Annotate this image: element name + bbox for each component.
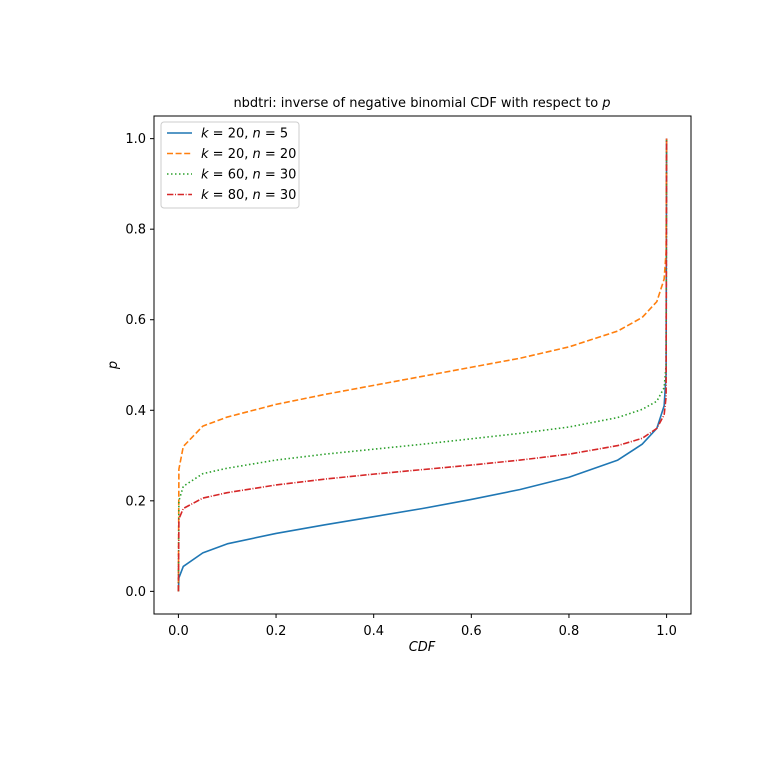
legend-label-3: k = 60, n = 30: [201, 168, 296, 183]
x-tick-label: 0.6: [461, 624, 482, 639]
y-tick-label: 0.8: [125, 223, 146, 238]
legend: k = 20, n = 5 k = 20, n = 20 k = 60, n = 3…: [160, 121, 300, 209]
legend-entries: k = 20, n = 5 k = 20, n = 20 k = 60, n = 3…: [167, 127, 296, 203]
series-layer: [177, 138, 668, 592]
y-axis: 0.0 0.2 0.4 0.6 0.8 1.0: [125, 132, 154, 600]
x-tick-label: 0.2: [266, 624, 287, 639]
y-tick-label: 1.0: [125, 132, 146, 147]
chart-title-main: nbdtri: inverse of negative binomial CDF…: [233, 96, 598, 111]
chart-title: nbdtri: inverse of negative binomial CDF…: [233, 96, 610, 111]
x-tick-label: 0.8: [559, 624, 580, 639]
series-line-1: [177, 138, 668, 592]
y-axis-label: p: [106, 361, 121, 370]
x-tick-label: 0.4: [363, 624, 384, 639]
chart-title-variable: p: [601, 96, 610, 111]
x-tick-label: 1.0: [656, 624, 677, 639]
y-tick-label: 0.6: [125, 313, 146, 328]
y-tick-label: 0.4: [125, 404, 146, 419]
axes-frame: [153, 115, 692, 615]
legend-label-1: k = 20, n = 5: [201, 127, 288, 142]
y-tick-label: 0.2: [125, 494, 146, 509]
series-line-2: [177, 138, 668, 592]
x-axis: 0.0 0.2 0.4 0.6 0.8 1.0: [168, 614, 677, 639]
x-tick-label: 0.0: [168, 624, 189, 639]
x-axis-label: CDF: [409, 640, 436, 655]
legend-box: [160, 121, 300, 209]
series-line-3: [177, 138, 668, 592]
y-tick-label: 0.0: [125, 585, 146, 600]
legend-label-2: k = 20, n = 20: [201, 147, 296, 162]
series-line-4: [177, 138, 668, 592]
legend-label-4: k = 80, n = 30: [201, 188, 296, 203]
